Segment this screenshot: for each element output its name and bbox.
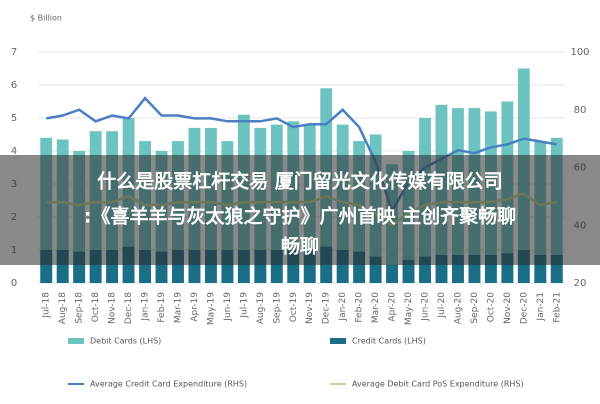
x-tick-label: Dec-20	[519, 292, 529, 324]
bar	[534, 254, 547, 283]
x-tick-label: Jan-19	[141, 292, 151, 322]
bar	[468, 254, 481, 283]
bar	[254, 250, 267, 283]
x-tick-label: Mar-20	[371, 292, 381, 323]
x-tick-label: Oct-19	[289, 292, 299, 323]
y-tick-label: 4	[11, 146, 17, 157]
x-tick-label: Nov-18	[108, 292, 118, 324]
x-tick-label: Jul-18	[42, 292, 52, 319]
x-tick-label: Aug-20	[453, 292, 463, 325]
x-tick-label: Sep-20	[470, 292, 480, 324]
x-tick-label: Sep-18	[75, 292, 85, 324]
x-tick-label: Dec-18	[124, 292, 134, 324]
x-tick-label: Jul-19	[239, 292, 249, 319]
x-tick-label: Jun-20	[421, 292, 431, 322]
x-tick-label: Jan-21	[536, 292, 546, 322]
line	[46, 96, 557, 214]
bar	[155, 251, 168, 283]
banner-background	[0, 155, 600, 265]
x-tick-label: Feb-20	[355, 292, 365, 323]
bar	[106, 250, 119, 283]
bar	[89, 250, 102, 283]
x-tick-label: Sep-19	[272, 292, 282, 324]
x-tick-label: Jun-19	[223, 292, 233, 322]
bar	[188, 250, 201, 283]
x-tick-label: Apr-19	[190, 292, 200, 322]
x-tick-label: Nov-19	[305, 292, 315, 324]
legend-text: Credit Cards (LHS)	[352, 337, 426, 346]
y2-tick-label: 80	[574, 105, 587, 116]
bar	[484, 254, 497, 283]
y-tick-label: 7	[11, 47, 17, 58]
bar	[139, 250, 151, 283]
legend-text: Average Debit Card PoS Expenditure (RHS)	[352, 380, 524, 389]
legend-swatch	[68, 338, 84, 344]
x-tick-label: Feb-21	[552, 292, 562, 323]
y-tick-label: 5	[11, 113, 17, 124]
bar	[336, 250, 349, 283]
x-tick-label: Feb-19	[157, 292, 167, 323]
banner-text: :《喜羊羊与灰太狼之守护》广州首映 主创齐聚畅聊	[84, 205, 516, 228]
bar	[221, 250, 234, 283]
y-tick-label: 6	[11, 80, 17, 91]
y2-tick-label: 20	[574, 278, 587, 289]
bar	[386, 264, 399, 283]
legend-text: Debit Cards (LHS)	[90, 337, 161, 346]
bar	[73, 251, 86, 283]
x-tick-label: Mar-19	[173, 292, 183, 323]
bar	[353, 251, 366, 283]
y-tick-label: 0	[11, 278, 17, 289]
banner-text: 畅聊	[281, 235, 319, 258]
bar	[204, 250, 217, 283]
bar	[172, 250, 184, 283]
x-tick-label: May-20	[404, 292, 414, 325]
bar	[550, 254, 563, 283]
bar	[40, 250, 53, 283]
x-tick-label: Jul-20	[437, 292, 447, 319]
bar	[419, 256, 431, 283]
y-axis-label: $ Billion	[30, 14, 62, 23]
legend-swatch	[330, 338, 346, 344]
bar	[237, 250, 250, 283]
legend-text: Average Credit Card Expenditure (RHS)	[90, 380, 247, 389]
bar	[435, 254, 448, 283]
bar	[270, 250, 283, 283]
y2-tick-label: 100	[570, 47, 589, 58]
bar	[369, 256, 382, 283]
x-tick-label: Nov-20	[503, 292, 513, 324]
x-tick-label: Dec-19	[322, 292, 332, 324]
x-tick-label: Aug-18	[58, 292, 68, 325]
bar	[501, 253, 514, 283]
x-tick-label: May-19	[206, 292, 216, 325]
bar	[402, 259, 415, 283]
bar	[517, 250, 530, 283]
x-tick-label: Aug-19	[256, 292, 266, 325]
bar	[56, 250, 69, 283]
banner-text: 什么是股票杠杆交易 厦门留光文化传媒有限公司	[97, 170, 503, 193]
x-tick-label: Oct-18	[91, 292, 101, 323]
bar	[303, 250, 316, 283]
x-tick-label: Oct-20	[486, 292, 496, 323]
x-tick-label: Apr-20	[388, 292, 398, 322]
bar	[452, 254, 464, 283]
x-tick-label: Jan-20	[338, 292, 348, 322]
bar	[287, 250, 300, 283]
